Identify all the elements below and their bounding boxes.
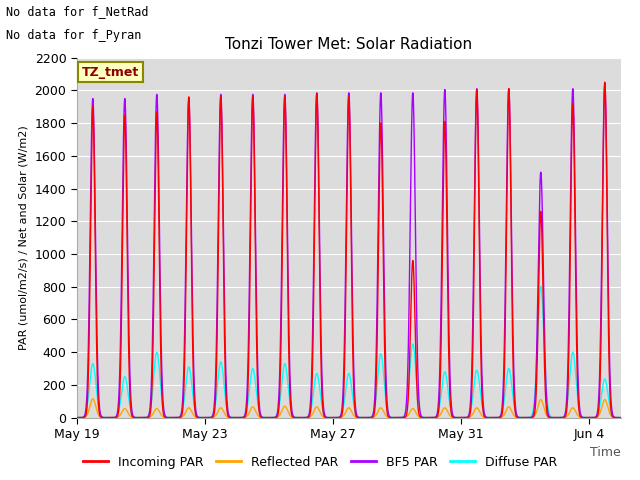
Title: Tonzi Tower Met: Solar Radiation: Tonzi Tower Met: Solar Radiation xyxy=(225,37,472,52)
Text: TZ_tmet: TZ_tmet xyxy=(82,66,140,79)
Legend: Incoming PAR, Reflected PAR, BF5 PAR, Diffuse PAR: Incoming PAR, Reflected PAR, BF5 PAR, Di… xyxy=(77,451,563,474)
Text: No data for f_Pyran: No data for f_Pyran xyxy=(6,29,142,42)
Text: No data for f_NetRad: No data for f_NetRad xyxy=(6,5,149,18)
Y-axis label: PAR (umol/m2/s) / Net and Solar (W/m2): PAR (umol/m2/s) / Net and Solar (W/m2) xyxy=(19,125,29,350)
Text: Time: Time xyxy=(590,446,621,459)
